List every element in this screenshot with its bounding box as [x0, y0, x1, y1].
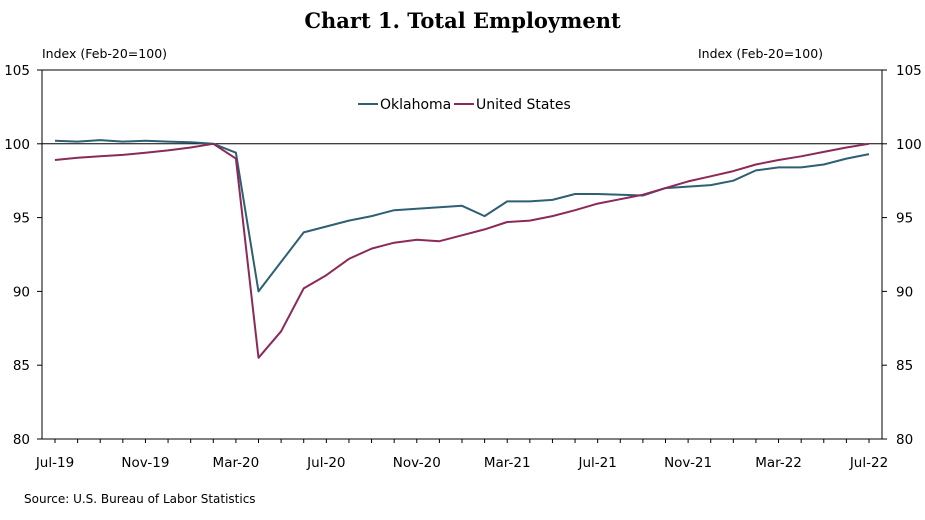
- x-tick-label: Nov-21: [664, 455, 712, 471]
- plot-border: [41, 69, 883, 440]
- source-note: Source: U.S. Bureau of Labor Statistics: [24, 492, 256, 506]
- y-tick-label-right: 100: [896, 137, 922, 153]
- y-tick-label-left: 85: [13, 358, 30, 374]
- y-tick-label-right: 105: [896, 63, 922, 79]
- x-tick-label: Nov-20: [393, 455, 441, 471]
- plot-area: [41, 69, 883, 440]
- y-tick-label-left: 90: [13, 284, 30, 300]
- chart-title: Chart 1. Total Employment: [304, 8, 621, 33]
- x-tick-label: Jul-22: [849, 455, 888, 471]
- legend: Oklahoma United States: [358, 97, 571, 113]
- x-tick-label: Nov-19: [121, 455, 169, 471]
- y-tick-label-left: 105: [4, 63, 30, 79]
- y-tick-label-left: 95: [13, 211, 30, 227]
- y-tick-label-right: 95: [896, 211, 913, 227]
- y-axis-label-left: Index (Feb-20=100): [42, 46, 168, 61]
- y-tick-label-right: 90: [896, 284, 913, 300]
- x-tick-label: Jul-20: [306, 455, 345, 471]
- axis-ticks: 80 80 85 85 90 90 95 95 100 100 105 105 Jul-19 Nov-19…: [4, 63, 922, 471]
- y-axis-label-right: Index (Feb-20=100): [698, 46, 824, 61]
- series-line-oklahoma: [54, 139, 870, 293]
- x-tick-label: Mar-21: [484, 455, 531, 471]
- y-tick-label-left: 100: [4, 137, 30, 153]
- y-tick-label-right: 80: [896, 432, 913, 448]
- y-tick-label-left: 80: [13, 432, 30, 448]
- x-tick-label: Jul-21: [577, 455, 616, 471]
- y-tick-label-right: 85: [896, 358, 913, 374]
- series-line-united-states: [54, 142, 870, 359]
- x-tick-label: Jul-19: [35, 455, 74, 471]
- x-tick-label: Mar-20: [213, 455, 260, 471]
- x-tick-label: Mar-22: [755, 455, 802, 471]
- legend-label-united-states: United States: [476, 97, 571, 113]
- legend-label-oklahoma: Oklahoma: [380, 97, 451, 113]
- series-lines: [54, 139, 870, 359]
